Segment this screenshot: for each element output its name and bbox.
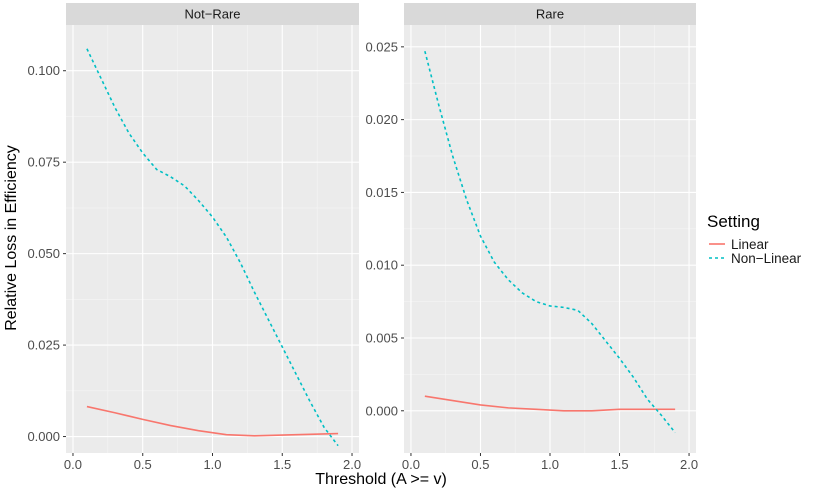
legend-label-linear: Linear (731, 237, 769, 252)
y-tick-label: 0.025 (365, 39, 398, 54)
x-tick-label: 2.0 (343, 457, 361, 472)
x-ticks: 0.0 0.5 1.0 1.5 2.0 (402, 453, 698, 472)
grid-lines (66, 25, 359, 453)
x-tick-label: 0.0 (64, 457, 82, 472)
legend-label-non-linear: Non−Linear (731, 251, 802, 266)
strip-background (66, 3, 359, 25)
series-line-linear (86, 405, 339, 437)
y-ticks: 0.000 0.005 0.010 0.015 0.020 0.025 (365, 39, 404, 418)
y-tick-label: 0.050 (27, 246, 60, 261)
y-tick-label: 0.075 (27, 155, 60, 170)
x-tick-label: 0.5 (134, 457, 152, 472)
legend-title: Setting (707, 212, 760, 231)
x-ticks: 0.0 0.5 1.0 1.5 2.0 (64, 453, 361, 472)
x-tick-label: 0.5 (471, 457, 489, 472)
x-tick-label: 1.5 (273, 457, 291, 472)
series-line-linear (424, 395, 676, 412)
panel-title: Rare (536, 7, 564, 22)
y-tick-label: 0.020 (365, 112, 398, 127)
y-tick-label: 0.000 (27, 429, 60, 444)
y-tick-label: 0.010 (365, 258, 398, 273)
y-tick-label: 0.025 (27, 338, 60, 353)
series-line-non-linear (424, 51, 676, 434)
strip-background (404, 3, 696, 25)
series-layer (424, 51, 676, 434)
y-tick-label: 0.100 (27, 63, 60, 78)
panel-title: Not−Rare (185, 7, 241, 22)
y-tick-label: 0.000 (365, 403, 398, 418)
grid-lines (404, 25, 696, 453)
y-ticks: 0.000 0.025 0.050 0.075 0.100 (27, 63, 66, 444)
x-axis-title: Threshold (A >= v) (315, 471, 447, 488)
y-tick-label: 0.005 (365, 330, 398, 345)
x-tick-label: 1.5 (610, 457, 628, 472)
y-tick-label: 0.015 (365, 185, 398, 200)
y-axis-title: Relative Loss in Efficiency (3, 145, 20, 331)
x-tick-label: 1.0 (541, 457, 559, 472)
series-layer (86, 48, 339, 447)
x-tick-label: 1.0 (203, 457, 221, 472)
series-line-non-linear (86, 48, 339, 447)
legend: Setting Linear Non−Linear (707, 212, 802, 266)
x-tick-label: 2.0 (680, 457, 698, 472)
x-tick-label: 0.0 (402, 457, 420, 472)
